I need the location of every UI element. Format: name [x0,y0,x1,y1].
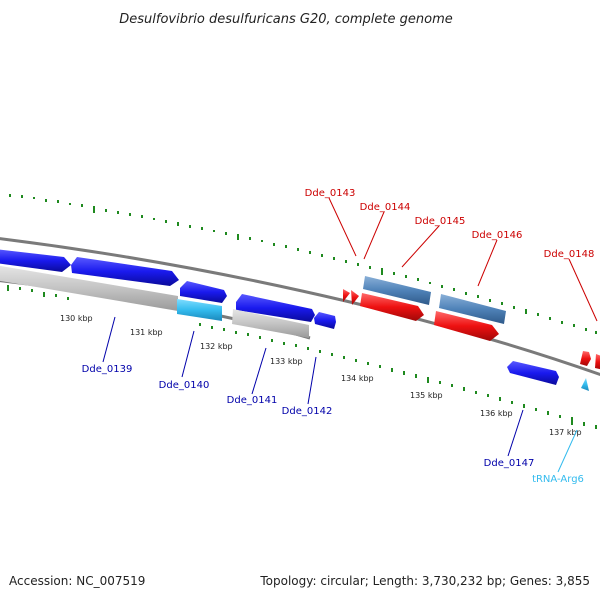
tick-label: 135 kbp [410,391,443,400]
gene-label-dde-0145[interactable]: Dde_0145 [415,216,466,227]
position-labels: 130 kbp 131 kbp 132 kbp 133 kbp 134 kbp … [60,314,582,437]
gene-feature[interactable] [439,294,506,324]
gene-label-trna-arg6[interactable]: tRNA-Arg6 [532,474,584,485]
gene-label-dde-0144[interactable]: Dde_0144 [360,202,411,213]
tick-label: 136 kbp [480,409,513,418]
rna-track [0,265,309,338]
tick-label: 130 kbp [60,314,93,323]
map-title: Desulfovibrio desulfuricans G20, complet… [119,12,453,27]
gene-label-dde-0143[interactable]: Dde_0143 [305,188,356,199]
gene-feature[interactable] [0,249,71,272]
tick-label: 133 kbp [270,357,303,366]
gene-feature[interactable] [71,257,179,286]
gene-label-dde-0140[interactable]: Dde_0140 [159,380,210,391]
gene-feature[interactable] [363,276,431,305]
tick-label: 137 kbp [549,428,582,437]
forward-strand-genes [343,289,600,370]
rna-feature[interactable] [0,265,178,311]
accession-label: Accession: NC_007519 [9,574,146,588]
trna-feature[interactable] [177,299,222,321]
gene-feature[interactable] [343,289,350,302]
gene-feature[interactable] [434,311,499,341]
genome-summary: Topology: circular; Length: 3,730,232 bp… [260,574,590,588]
pseudo-genes [363,276,506,324]
gene-feature[interactable] [314,312,336,329]
gene-feature[interactable] [360,293,424,321]
tick-label: 131 kbp [130,328,163,337]
gene-feature[interactable] [351,290,359,305]
gc-track-outer [9,194,597,334]
gene-label-dde-0141[interactable]: Dde_0141 [227,395,278,406]
gene-feature[interactable] [236,294,315,322]
gene-label-dde-0139[interactable]: Dde_0139 [82,364,133,375]
rna-feature[interactable] [232,309,309,338]
gene-label-dde-0142[interactable]: Dde_0142 [282,406,333,417]
gc-track-inner [7,285,597,429]
forward-gene-labels: Dde_0143 Dde_0144 Dde_0145 Dde_0146 Dde_… [305,188,595,260]
gene-label-dde-0147[interactable]: Dde_0147 [484,458,535,469]
gene-label-dde-0146[interactable]: Dde_0146 [472,230,523,241]
gene-feature[interactable] [580,351,591,366]
gene-feature[interactable] [180,281,227,303]
gene-feature[interactable] [507,361,559,385]
tick-label: 132 kbp [200,342,233,351]
label-leaders [102,197,598,473]
backbone-outer [0,237,600,377]
reverse-gene-labels: Dde_0139 Dde_0140 Dde_0141 Dde_0142 Dde_… [82,364,535,469]
trna-arg6-feature[interactable] [581,378,589,391]
reverse-strand-genes [0,249,559,385]
gene-label-dde-0148[interactable]: Dde_0148 [544,249,595,260]
gene-feature[interactable] [595,354,600,370]
tick-label: 134 kbp [341,374,374,383]
